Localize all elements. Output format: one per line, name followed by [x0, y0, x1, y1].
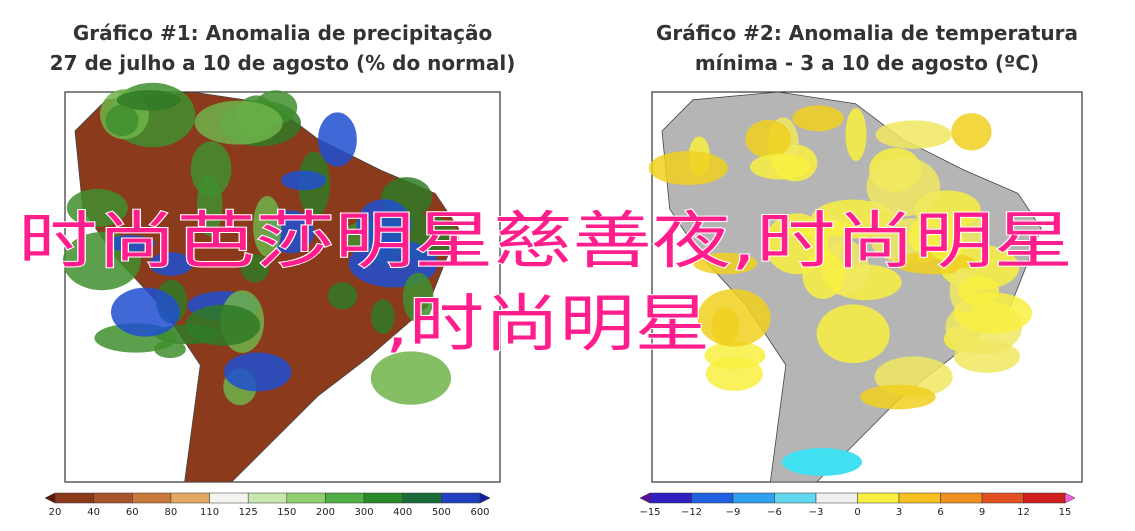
colorbar-end: [44, 492, 56, 504]
map-blob: [105, 104, 139, 137]
colorbar-segment: [774, 492, 817, 504]
colorbar-label: −9: [726, 507, 741, 518]
colorbar-segment: [132, 492, 172, 504]
colorbar-segment: [441, 492, 481, 504]
colorbar-label: 200: [316, 507, 335, 518]
map-blob: [194, 100, 283, 145]
map-blob: [106, 235, 156, 252]
map-blob: [816, 304, 890, 364]
colorbar-segment: [732, 492, 775, 504]
map-blob: [190, 141, 232, 197]
map-blob: [693, 252, 758, 275]
colorbar-label: 3: [896, 507, 902, 518]
colorbar-segment: [981, 492, 1024, 504]
panel-title: mínima - 3 a 10 de agosto (ºC): [695, 51, 1039, 75]
colorbar-label: 125: [239, 507, 258, 518]
colorbar-label: 6: [937, 507, 943, 518]
map-blob: [802, 250, 845, 299]
colorbar-end: [639, 492, 651, 504]
colorbar-label: 150: [277, 507, 296, 518]
colorbar-segment: [325, 492, 365, 504]
colorbar-segment: [815, 492, 858, 504]
map-blob: [908, 220, 929, 252]
map-blob: [704, 341, 766, 370]
panel-title: 27 de julho a 10 de agosto (% do normal): [50, 51, 516, 75]
colorbar-segment: [1023, 492, 1066, 504]
colorbar-end: [1064, 492, 1076, 504]
map-blob: [860, 384, 936, 410]
colorbar-label: −3: [809, 507, 824, 518]
map-blob: [958, 275, 1000, 306]
map-blob: [951, 113, 992, 151]
colorbar-label: 0: [854, 507, 860, 518]
panel-title: Gráfico #1: Anomalia de precipitação: [73, 21, 492, 45]
map-blob: [154, 340, 186, 359]
colorbar-label: 12: [1017, 507, 1030, 518]
map-blob: [327, 282, 358, 310]
colorbar-segment: [247, 492, 288, 504]
colorbar-segment: [857, 492, 900, 504]
map-blob: [845, 108, 867, 161]
colorbar-label: 110: [200, 507, 219, 518]
map-blob: [116, 90, 181, 111]
colorbar-segment: [170, 492, 210, 504]
map-blob: [711, 307, 740, 345]
colorbar-segment: [209, 492, 249, 504]
map-blob: [185, 304, 261, 346]
map-blob: [253, 195, 282, 257]
map-blob: [280, 170, 327, 191]
colorbar-label: 400: [393, 507, 412, 518]
colorbar-end: [479, 492, 491, 504]
overlay-text: 时尚芭莎明星慈善夜,时尚明星: [18, 204, 1073, 277]
panel-title: Gráfico #2: Anomalia de temperatura: [656, 21, 1078, 45]
colorbar-label: 9: [979, 507, 985, 518]
map-blob: [110, 287, 180, 337]
colorbar-label: 60: [126, 507, 139, 518]
colorbar-segment: [54, 492, 94, 504]
map-blob: [745, 119, 792, 159]
colorbar-segment: [940, 492, 983, 504]
map-blob: [356, 199, 412, 251]
map-blob: [317, 112, 357, 167]
map-blob: [875, 120, 952, 149]
map-blob: [224, 352, 292, 392]
colorbar-segment: [691, 492, 734, 504]
colorbar-label: 15: [1059, 507, 1072, 518]
colorbar-label: 80: [165, 507, 178, 518]
map-blob: [66, 188, 128, 227]
colorbar-label: 300: [355, 507, 374, 518]
map-blob: [792, 105, 844, 132]
colorbar-segment: [402, 492, 442, 504]
colorbar-label: −6: [767, 507, 782, 518]
overlay-text: ,时尚明星: [385, 287, 710, 360]
map-blob: [240, 254, 270, 283]
colorbar-label: 20: [49, 507, 62, 518]
colorbar-segment: [649, 492, 692, 504]
map-blob: [371, 299, 395, 334]
map-blob: [749, 153, 811, 180]
map-blob: [149, 252, 193, 276]
colorbar-segment: [363, 492, 403, 504]
colorbar-segment: [93, 492, 133, 504]
map-blob: [782, 448, 862, 476]
colorbar-label: 500: [432, 507, 451, 518]
colorbar-label: −15: [639, 507, 660, 518]
colorbar-segment: [286, 492, 326, 504]
map-blob: [866, 156, 941, 217]
colorbar-segment: [898, 492, 941, 504]
colorbar-label: 40: [87, 507, 100, 518]
colorbar-label: 600: [470, 507, 489, 518]
colorbar-label: −12: [681, 507, 702, 518]
map-blob: [927, 226, 965, 261]
map-blob: [370, 351, 452, 405]
map-blob: [648, 151, 728, 186]
map-blob: [402, 272, 434, 323]
